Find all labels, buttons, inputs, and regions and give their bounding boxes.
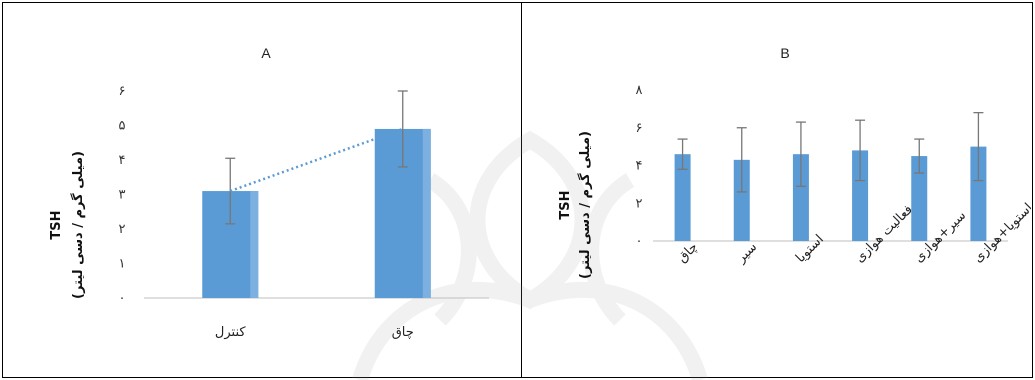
panel-divider xyxy=(521,2,522,378)
y-tick-label: ۸ xyxy=(636,83,643,98)
y-tick-label: ۲ xyxy=(119,222,126,237)
bar-highlight xyxy=(422,128,431,298)
y-tick-label: ۶ xyxy=(119,84,126,99)
y-tick-label: ۴ xyxy=(119,153,126,168)
trendline xyxy=(229,127,404,193)
chart-b-ylabel: (میلی گرم / دسی لیتر) xyxy=(577,131,593,279)
x-tick-label: کنترل xyxy=(215,325,246,340)
bar-highlight xyxy=(250,191,259,298)
watermark-emblem xyxy=(352,130,708,380)
y-tick-label: ۳ xyxy=(119,188,126,203)
chart-b-title: B xyxy=(780,45,789,61)
chart-b-ylabel-top: TSH xyxy=(558,190,573,219)
bar xyxy=(970,146,987,241)
y-tick-label: ۰ xyxy=(636,234,643,249)
y-tick-label: ۶ xyxy=(636,121,643,136)
bar xyxy=(792,154,809,241)
bar xyxy=(911,156,928,241)
y-tick-label: ۰ xyxy=(119,291,126,306)
bar xyxy=(674,154,691,241)
chart-a-title: A xyxy=(261,45,271,61)
chart-a: A TSH (میلی گرم / دسی لیتر) ۰ ۱ ۲ ۳ ۴ ۵ ۶ کنترل… xyxy=(49,45,489,340)
bar xyxy=(733,159,750,241)
chart-a-ylabel-top: TSH xyxy=(49,210,64,239)
y-tick-label: ۱ xyxy=(119,257,126,272)
bar xyxy=(852,150,869,241)
y-tick-label: ۵ xyxy=(119,119,126,134)
x-tick-label: چاق xyxy=(392,325,414,340)
chart-a-ylabel: (میلی گرم / دسی لیتر) xyxy=(70,151,86,299)
x-tick-label: چاق xyxy=(675,240,701,266)
y-tick-label: ۲ xyxy=(636,196,643,211)
x-tick-label: سیر xyxy=(733,240,760,267)
y-tick-label: ۴ xyxy=(636,159,643,174)
